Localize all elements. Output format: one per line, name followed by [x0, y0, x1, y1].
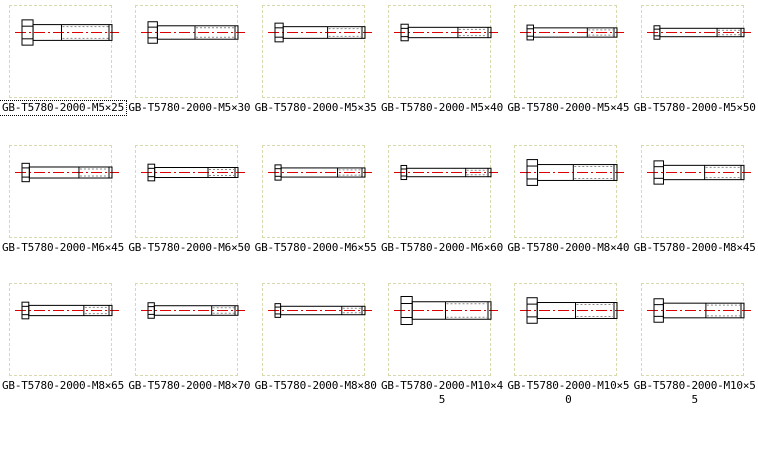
part-label[interactable]: GB-T5780-2000-M8×45	[633, 241, 756, 254]
part-label[interactable]: GB-T5780-2000-M5×25	[0, 100, 127, 116]
bolt-drawing-icon	[15, 301, 119, 320]
part-thumbnail[interactable]	[9, 5, 119, 98]
part-item-5[interactable]: GB-T5780-2000-M5×45	[505, 0, 631, 140]
part-thumbnail[interactable]	[9, 283, 119, 376]
bolt-drawing-icon	[141, 163, 246, 182]
bolt-drawing-icon	[394, 23, 498, 42]
part-thumbnail[interactable]	[640, 283, 751, 376]
bolt-drawing-icon	[520, 297, 625, 324]
bolt-drawing-icon	[15, 162, 119, 183]
bolt-drawing-icon	[267, 22, 372, 43]
part-thumbnail[interactable]	[135, 145, 246, 238]
part-item-12[interactable]: GB-T5780-2000-M8×45	[632, 140, 758, 278]
part-label[interactable]: GB-T5780-2000-M5×35	[254, 101, 377, 114]
part-label[interactable]: GB-T5780-2000-M10×45	[380, 379, 504, 406]
part-thumbnail[interactable]	[261, 283, 372, 376]
part-thumbnail[interactable]	[261, 5, 372, 98]
part-thumbnail[interactable]	[388, 283, 498, 376]
part-label[interactable]: GB-T5780-2000-M6×60	[380, 241, 504, 254]
part-label[interactable]: GB-T5780-2000-M5×50	[633, 101, 756, 114]
part-label[interactable]: GB-T5780-2000-M8×70	[128, 379, 251, 392]
part-thumbnail[interactable]	[388, 145, 498, 238]
part-label[interactable]: GB-T5780-2000-M5×40	[380, 101, 504, 114]
part-item-10[interactable]: GB-T5780-2000-M6×60	[379, 140, 505, 278]
part-thumbnail[interactable]	[261, 145, 372, 238]
bolt-drawing-icon	[520, 24, 625, 41]
bolt-drawing-icon	[267, 164, 372, 181]
bolt-drawing-icon	[646, 25, 751, 40]
part-item-6[interactable]: GB-T5780-2000-M5×50	[632, 0, 758, 140]
part-thumbnail[interactable]	[514, 145, 625, 238]
part-thumbnail[interactable]	[135, 5, 246, 98]
part-thumbnail[interactable]	[135, 283, 246, 376]
bolt-drawing-icon	[394, 164, 498, 181]
bolt-drawing-icon	[394, 295, 498, 326]
part-item-16[interactable]: GB-T5780-2000-M10×45	[379, 278, 505, 450]
part-thumbnail[interactable]	[514, 5, 625, 98]
part-item-8[interactable]: GB-T5780-2000-M6×50	[126, 140, 252, 278]
part-label[interactable]: GB-T5780-2000-M8×40	[507, 241, 630, 254]
part-item-3[interactable]: GB-T5780-2000-M5×35	[253, 0, 379, 140]
part-label[interactable]: GB-T5780-2000-M6×55	[254, 241, 377, 254]
bolt-drawing-icon	[520, 159, 625, 186]
part-item-7[interactable]: GB-T5780-2000-M6×45	[0, 140, 126, 278]
part-item-15[interactable]: GB-T5780-2000-M8×80	[253, 278, 379, 450]
part-item-11[interactable]: GB-T5780-2000-M8×40	[505, 140, 631, 278]
part-item-1[interactable]: GB-T5780-2000-M5×25	[0, 0, 127, 140]
part-item-4[interactable]: GB-T5780-2000-M5×40	[379, 0, 505, 140]
part-label[interactable]: GB-T5780-2000-M10×50	[507, 379, 630, 406]
part-thumbnail[interactable]	[388, 5, 498, 98]
part-item-17[interactable]: GB-T5780-2000-M10×50	[505, 278, 631, 450]
part-item-18[interactable]: GB-T5780-2000-M10×55	[632, 278, 758, 450]
part-thumbnail[interactable]	[9, 145, 119, 238]
part-label[interactable]: GB-T5780-2000-M6×45	[1, 241, 125, 254]
part-thumbnail[interactable]	[514, 283, 625, 376]
bolt-drawing-icon	[646, 160, 751, 185]
bolt-drawing-icon	[646, 298, 751, 323]
bolt-drawing-icon	[267, 303, 372, 318]
part-thumbnail[interactable]	[640, 5, 751, 98]
part-label[interactable]: GB-T5780-2000-M10×55	[633, 379, 756, 406]
part-label[interactable]: GB-T5780-2000-M5×45	[507, 101, 630, 114]
part-label[interactable]: GB-T5780-2000-M8×80	[254, 379, 377, 392]
bolt-drawing-icon	[15, 19, 119, 46]
part-label[interactable]: GB-T5780-2000-M6×50	[128, 241, 251, 254]
part-item-14[interactable]: GB-T5780-2000-M8×70	[126, 278, 252, 450]
part-label[interactable]: GB-T5780-2000-M5×30	[128, 101, 251, 114]
bolt-drawing-icon	[141, 302, 246, 319]
part-label[interactable]: GB-T5780-2000-M8×65	[1, 379, 125, 392]
part-item-13[interactable]: GB-T5780-2000-M8×65	[0, 278, 126, 450]
bolt-drawing-icon	[141, 21, 246, 44]
part-thumbnail[interactable]	[640, 145, 751, 238]
part-item-2[interactable]: GB-T5780-2000-M5×30	[126, 0, 252, 140]
part-item-9[interactable]: GB-T5780-2000-M6×55	[253, 140, 379, 278]
